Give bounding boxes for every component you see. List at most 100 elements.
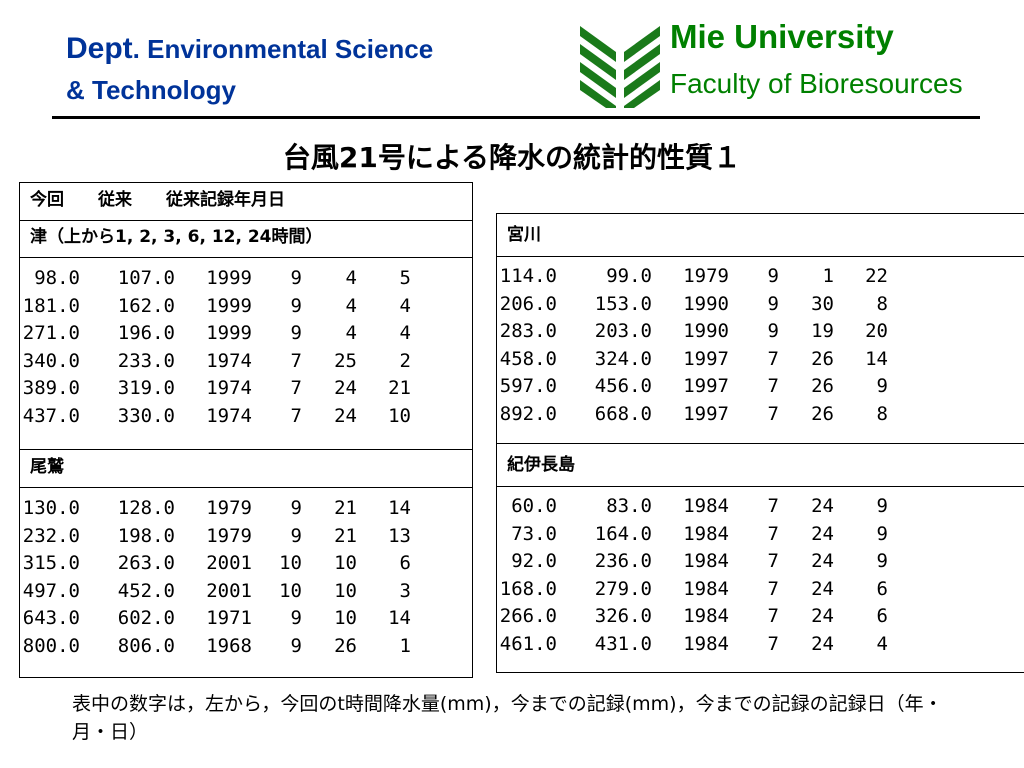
table-cell: 114.0 bbox=[499, 265, 557, 287]
university-name: Mie University bbox=[670, 18, 894, 55]
table-cell: 26 bbox=[811, 402, 834, 425]
table-cell: 1971 bbox=[206, 607, 252, 629]
table-cell: 8 bbox=[876, 292, 888, 315]
table-cell: 1984 bbox=[683, 632, 729, 655]
table-cell: 198.0 bbox=[117, 524, 175, 547]
table-row: 168.0 279.0 1984 7 24 6 bbox=[497, 576, 1024, 604]
table-cell: 271.0 bbox=[22, 322, 80, 344]
table-cell: 203.0 bbox=[594, 320, 652, 342]
table-cell: 24 bbox=[811, 522, 834, 545]
table-cell: 162.0 bbox=[117, 294, 175, 317]
table-cell: 1984 bbox=[683, 550, 729, 572]
table-row: 181.0 162.0 1999 9 4 4 bbox=[20, 293, 472, 321]
table-cell: 24 bbox=[811, 605, 834, 627]
table-row: 73.0 164.0 1984 7 24 9 bbox=[497, 521, 1024, 549]
table-cell: 431.0 bbox=[594, 632, 652, 655]
table-cell: 196.0 bbox=[117, 322, 175, 344]
table-cell: 1999 bbox=[206, 294, 252, 317]
table-cell: 6 bbox=[876, 605, 888, 627]
table-cell: 892.0 bbox=[499, 402, 557, 425]
table-row: 315.0 263.0 2001 10 10 6 bbox=[20, 550, 472, 578]
table-cell: 7 bbox=[767, 550, 779, 572]
footnote: 表中の数字は，左から，今回のt時間降水量(mm)，今までの記録(mm)，今までの… bbox=[72, 693, 943, 743]
table-cell: 21 bbox=[334, 524, 357, 547]
table-cell: 340.0 bbox=[22, 349, 80, 372]
table-cell: 24 bbox=[811, 495, 834, 517]
table-cell: 326.0 bbox=[594, 605, 652, 627]
table-cell: 30 bbox=[811, 292, 834, 315]
column-header: 今回 従来 従来記録年月日 bbox=[20, 183, 472, 221]
table-cell: 26 bbox=[811, 375, 834, 397]
table-cell: 232.0 bbox=[22, 524, 80, 547]
table-cell: 10 bbox=[334, 552, 357, 574]
right-precip-table: 宮川 114.0 99.0 1979 9 1 22 206.0 153.0 1990 9 30 8 28… bbox=[496, 213, 1024, 673]
table-cell: 1999 bbox=[206, 322, 252, 344]
table-cell: 83.0 bbox=[606, 495, 652, 517]
section-label-kiinagashima: 紀伊長島 bbox=[497, 443, 1024, 487]
table-cell: 1997 bbox=[683, 375, 729, 397]
table-row: 497.0 452.0 2001 10 10 3 bbox=[20, 578, 472, 606]
table-row: 800.0 806.0 1968 9 26 1 bbox=[20, 633, 472, 661]
table-row: 266.0 326.0 1984 7 24 6 bbox=[497, 603, 1024, 631]
dept-abbrev: Dept bbox=[66, 32, 133, 65]
table-cell: 20 bbox=[865, 320, 888, 342]
table-cell: 2001 bbox=[206, 552, 252, 574]
table-cell: 458.0 bbox=[499, 347, 557, 370]
table-row: 271.0 196.0 1999 9 4 4 bbox=[20, 320, 472, 348]
dept-name: . Environmental Science bbox=[132, 34, 434, 64]
table-cell: 1968 bbox=[206, 634, 252, 657]
table-cell: 437.0 bbox=[22, 404, 80, 427]
table-cell: 19 bbox=[811, 320, 834, 342]
table-cell: 10 bbox=[334, 579, 357, 602]
table-cell: 2001 bbox=[206, 579, 252, 602]
table-cell: 1984 bbox=[683, 605, 729, 627]
table-row: 597.0 456.0 1997 7 26 9 bbox=[497, 373, 1024, 401]
table-cell: 319.0 bbox=[117, 377, 175, 399]
faculty-name: Faculty of Bioresources bbox=[670, 68, 963, 99]
table-row: 340.0 233.0 1974 7 25 2 bbox=[20, 348, 472, 376]
table-cell: 130.0 bbox=[22, 497, 80, 519]
table-cell: 24 bbox=[811, 632, 834, 655]
table-cell: 1997 bbox=[683, 402, 729, 425]
table-cell: 9 bbox=[876, 550, 888, 572]
table-cell: 9 bbox=[876, 375, 888, 397]
table-cell: 1984 bbox=[683, 577, 729, 600]
table-row: 232.0 198.0 1979 9 21 13 bbox=[20, 523, 472, 551]
table-cell: 6 bbox=[876, 577, 888, 600]
table-cell: 26 bbox=[811, 347, 834, 370]
table-cell: 1974 bbox=[206, 377, 252, 399]
section-label-tsu: 津（上から1, 2, 3, 6, 12, 24時間） bbox=[20, 220, 472, 258]
table-cell: 597.0 bbox=[499, 375, 557, 397]
table-cell: 107.0 bbox=[117, 267, 175, 289]
table-cell: 315.0 bbox=[22, 552, 80, 574]
table-cell: 283.0 bbox=[499, 320, 557, 342]
table-cell: 13 bbox=[388, 524, 411, 547]
data-rows-kiinagashima: 60.0 83.0 1984 7 24 9 73.0 164.0 1984 7 24 9 92.0 236… bbox=[497, 493, 1024, 658]
table-cell: 10 bbox=[279, 579, 302, 602]
table-cell: 24 bbox=[811, 577, 834, 600]
slide-title: 台風21号による降水の統計的性質１ bbox=[282, 141, 742, 174]
table-cell: 153.0 bbox=[594, 292, 652, 315]
section-label-owase: 尾鷲 bbox=[20, 449, 472, 488]
table-cell: 4 bbox=[876, 632, 888, 655]
table-cell: 1997 bbox=[683, 347, 729, 370]
table-cell: 24 bbox=[811, 550, 834, 572]
table-cell: 6 bbox=[399, 552, 411, 574]
table-cell: 99.0 bbox=[606, 265, 652, 287]
table-cell: 60.0 bbox=[511, 495, 557, 517]
table-cell: 22 bbox=[865, 265, 888, 287]
table-cell: 14 bbox=[865, 347, 888, 370]
table-cell: 7 bbox=[767, 495, 779, 517]
table-row: 206.0 153.0 1990 9 30 8 bbox=[497, 291, 1024, 319]
table-cell: 164.0 bbox=[594, 522, 652, 545]
table-cell: 9 bbox=[767, 265, 779, 287]
table-cell: 7 bbox=[290, 377, 302, 399]
table-row: 130.0 128.0 1979 9 21 14 bbox=[20, 495, 472, 523]
data-rows-tsu: 98.0 107.0 1999 9 4 5 181.0 162.0 1999 9 4 4 271.0 19… bbox=[20, 265, 472, 430]
left-precip-table: 今回 従来 従来記録年月日 津（上から1, 2, 3, 6, 12, 24時間）… bbox=[19, 182, 473, 678]
table-cell: 452.0 bbox=[117, 579, 175, 602]
table-cell: 1979 bbox=[206, 524, 252, 547]
table-cell: 4 bbox=[345, 267, 357, 289]
table-cell: 25 bbox=[334, 349, 357, 372]
table-cell: 1999 bbox=[206, 267, 252, 289]
